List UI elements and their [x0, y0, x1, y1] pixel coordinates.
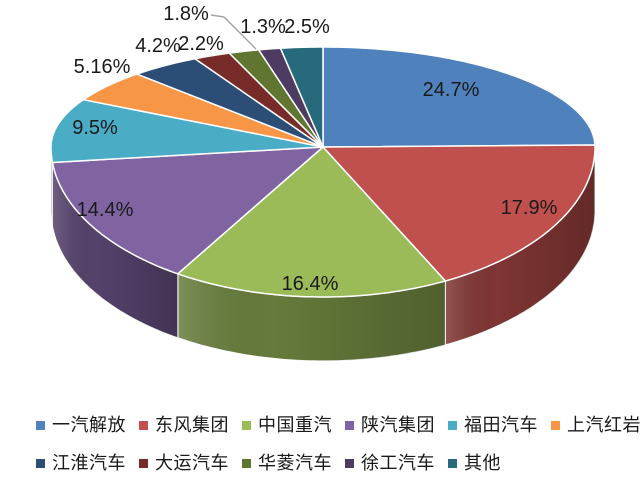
pie-side-shade-2	[177, 273, 446, 361]
pie-slice-6	[136, 58, 324, 148]
pie-chart: 24.7% 17.9% 16.4% 14.4% 9.5% 5.16%4.2%2.2% 1.8…	[50, 3, 596, 362]
legend-swatch-icon	[448, 420, 457, 430]
legend-label-1: 东风集团	[155, 415, 229, 435]
legend-swatch-icon	[242, 458, 251, 468]
slice-value-label-9: 1.3%	[240, 16, 286, 38]
legend-row: 一汽解放 东风集团 中国重汽 陕汽集团 福田汽车 上汽红岩	[36, 414, 642, 436]
pie-side-shade-4	[51, 147, 53, 227]
legend-swatch-icon	[345, 420, 354, 430]
legend-label-2: 中国重汽	[258, 415, 332, 435]
pie-side-shade-1	[445, 147, 595, 345]
legend: 一汽解放 东风集团 中国重汽 陕汽集团 福田汽车 上汽红岩江淮汽车 大运汽车 华菱汽车 徐工汽车…	[36, 414, 642, 474]
pie-slice-0	[322, 46, 596, 148]
legend-swatch-icon	[448, 458, 457, 468]
legend-label-10: 其他	[464, 453, 501, 473]
pie-slice-1	[322, 144, 596, 282]
legend-item-10: 其他	[448, 452, 501, 474]
pie-slice-8	[228, 49, 324, 148]
slice-value-label-3: 14.4%	[77, 199, 134, 221]
pie-slice-7	[194, 52, 324, 148]
legend-swatch-icon	[551, 420, 560, 430]
legend-item-9: 徐工汽车	[345, 452, 435, 474]
slice-value-label-6: 4.2%	[135, 35, 181, 57]
legend-item-6: 江淮汽车	[36, 452, 126, 474]
legend-label-4: 福田汽车	[464, 415, 538, 435]
pie-3d-side	[50, 146, 596, 362]
legend-item-8: 华菱汽车	[242, 452, 332, 474]
legend-label-8: 华菱汽车	[258, 453, 332, 473]
slice-value-label-7: 2.2%	[178, 33, 224, 55]
slice-value-label-2: 16.4%	[282, 273, 339, 295]
legend-item-1: 东风集团	[139, 414, 229, 436]
legend-label-6: 江淮汽车	[52, 453, 126, 473]
legend-swatch-icon	[36, 458, 45, 468]
pie-top	[50, 46, 596, 298]
legend-item-0: 一汽解放	[36, 414, 126, 436]
pie-slice-3	[51, 146, 324, 275]
legend-swatch-icon	[139, 458, 148, 468]
pie-side-shade-3	[52, 162, 178, 338]
legend-label-3: 陕汽集团	[361, 415, 435, 435]
slice-value-label-8: 1.8%	[163, 3, 209, 25]
legend-swatch-icon	[36, 420, 45, 430]
slice-value-label-1: 17.9%	[501, 197, 558, 219]
legend-swatch-icon	[242, 420, 251, 430]
legend-label-7: 大运汽车	[155, 453, 229, 473]
slice-value-label-5: 5.16%	[74, 56, 131, 78]
legend-swatch-icon	[139, 420, 148, 430]
legend-item-5: 上汽红岩	[551, 414, 641, 436]
slice-value-label-4: 9.5%	[72, 117, 118, 139]
pie-slice-2	[177, 146, 447, 298]
legend-label-9: 徐工汽车	[361, 453, 435, 473]
slice-value-label-10: 2.5%	[284, 16, 330, 38]
legend-item-4: 福田汽车	[448, 414, 538, 436]
pie-slice-10	[279, 46, 324, 148]
legend-item-7: 大运汽车	[139, 452, 229, 474]
pie-slice-4	[50, 98, 324, 164]
pie-slice-5	[82, 73, 324, 148]
slice-value-label-0: 24.7%	[423, 79, 480, 101]
leader-line-icon	[210, 14, 257, 50]
legend-label-5: 上汽红岩	[567, 415, 641, 435]
legend-item-3: 陕汽集团	[345, 414, 435, 436]
legend-item-2: 中国重汽	[242, 414, 332, 436]
legend-label-0: 一汽解放	[52, 415, 126, 435]
legend-row: 江淮汽车 大运汽车 华菱汽车 徐工汽车 其他	[36, 452, 642, 474]
legend-swatch-icon	[345, 458, 354, 468]
